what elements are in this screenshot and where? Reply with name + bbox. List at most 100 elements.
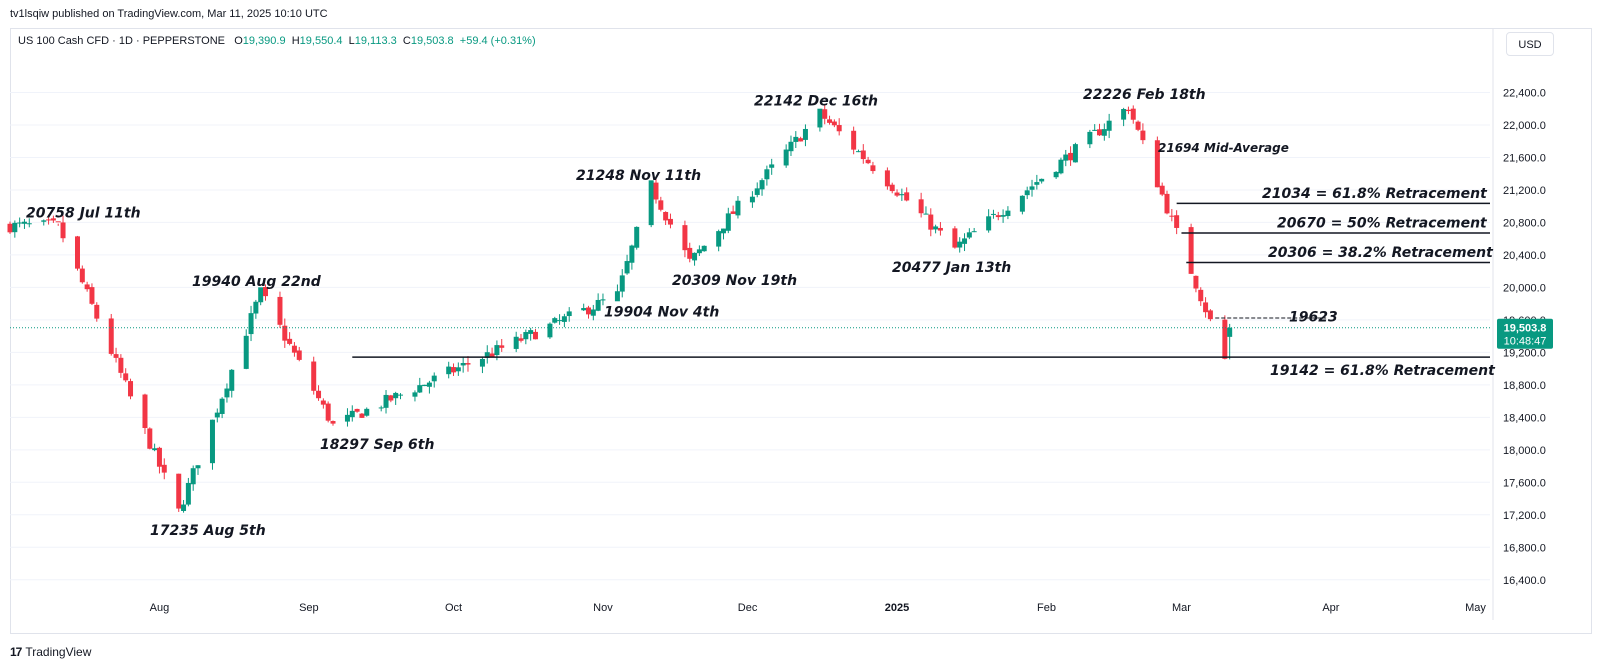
candle-body [253, 301, 259, 314]
candle-body [701, 245, 707, 252]
candle-body [291, 345, 297, 353]
candle-body [108, 318, 114, 354]
candle-body [344, 414, 350, 422]
candles-group [7, 105, 1233, 513]
candle-body [248, 313, 254, 335]
open-label: O [234, 35, 243, 47]
candle-body [870, 165, 876, 172]
candle-body [904, 192, 910, 201]
candle-body [1198, 289, 1204, 302]
candle-body [793, 136, 799, 142]
candle-body [716, 231, 722, 247]
candle-body [928, 214, 934, 230]
symbol-title[interactable]: US 100 Cash CFD · 1D · PEPPERSTONE [18, 35, 226, 47]
candle-body [851, 130, 857, 150]
candle-body [79, 268, 85, 283]
candle-body [1039, 178, 1045, 182]
candle-body [769, 164, 775, 168]
x-tick-label: May [1465, 602, 1486, 614]
candle-body [937, 227, 943, 231]
chart-annotation: 21694 Mid-Average [1158, 141, 1289, 155]
candle-body [393, 392, 399, 399]
low-value: 19,113.3 [354, 35, 397, 47]
candle-body [142, 394, 148, 429]
x-tick-label: Dec [738, 602, 758, 614]
candle-body [1087, 131, 1093, 145]
candle-body [1121, 109, 1127, 120]
candle-body [378, 407, 384, 409]
y-tick-label: 21,200.0 [1503, 185, 1546, 197]
candle-body [397, 394, 403, 396]
high-label: H [291, 35, 300, 47]
candle-body [749, 196, 755, 203]
footer-brand[interactable]: 17 TradingView [10, 645, 91, 659]
candle-body [600, 299, 606, 301]
candle-body [590, 309, 596, 316]
candle-body [667, 218, 673, 225]
currency-button[interactable]: USD [1506, 32, 1554, 56]
candle-body [388, 395, 394, 401]
candle-body [94, 304, 100, 319]
candle-body [918, 199, 924, 214]
candle-body [147, 428, 153, 449]
candle-body [12, 222, 18, 233]
candle-body [566, 311, 572, 317]
y-tick-label: 19,200.0 [1503, 347, 1546, 359]
y-tick-label: 18,000.0 [1503, 445, 1546, 457]
chart-annotation: 20670 = 50% Retracement [1277, 216, 1488, 232]
candle-body [894, 192, 900, 196]
candle-body [417, 385, 423, 393]
candle-body [658, 200, 664, 210]
candle-body [1097, 129, 1103, 136]
candle-body [1227, 327, 1233, 337]
candle-body [1101, 129, 1107, 136]
y-tick-label: 20,800.0 [1503, 217, 1546, 229]
chart-frame [10, 28, 1592, 634]
y-tick-label: 16,400.0 [1503, 575, 1546, 587]
candle-body [817, 108, 823, 128]
candle-body [798, 138, 804, 142]
candle-body [84, 284, 90, 290]
candle-body [735, 200, 741, 216]
candle-body [431, 375, 437, 382]
footer-brand-label: TradingView [25, 645, 92, 659]
candle-body [923, 213, 929, 215]
candle-body [1188, 227, 1194, 274]
symbol-legend[interactable]: US 100 Cash CFD · 1D · PEPPERSTONE O19,3… [18, 35, 536, 47]
chart-annotation: 22226 Feb 18th [1083, 87, 1206, 103]
candle-body [528, 330, 534, 334]
x-tick-label: Nov [593, 602, 613, 614]
candle-body [552, 318, 558, 323]
candle-body [962, 238, 968, 244]
candle-body [1135, 121, 1141, 130]
candle-body [822, 109, 828, 119]
chart-annotation: 20477 Jan 13th [892, 260, 1011, 276]
candle-body [7, 223, 13, 233]
candle-body [624, 261, 630, 274]
tradingview-logo-icon: 17 [10, 645, 22, 659]
candle-body [648, 180, 654, 226]
chart-annotation: 19142 = 61.8% Retracement [1270, 363, 1496, 379]
candle-body [489, 353, 495, 357]
candle-body [614, 291, 620, 302]
last-price-label: 19,503.8 [1504, 323, 1547, 335]
candle-body [957, 241, 963, 248]
candle-body [586, 307, 592, 315]
candle-body [499, 345, 505, 348]
candle-body [884, 170, 890, 187]
chart-annotation: 20758 Jul 11th [26, 206, 141, 222]
candle-body [933, 226, 939, 230]
candle-body [836, 125, 842, 132]
candle-body [364, 408, 370, 416]
x-tick-label: 2025 [885, 602, 909, 614]
candle-body [971, 231, 977, 233]
candle-body [855, 151, 861, 153]
countdown-label: 10:48:47 [1504, 336, 1547, 348]
y-tick-label: 17,600.0 [1503, 477, 1546, 489]
candle-body [1154, 140, 1160, 188]
candle-body [1174, 215, 1180, 228]
chart-annotation: 17235 Aug 5th [150, 523, 266, 539]
chart-annotation: 22142 Dec 16th [754, 93, 878, 109]
candle-body [229, 369, 235, 391]
